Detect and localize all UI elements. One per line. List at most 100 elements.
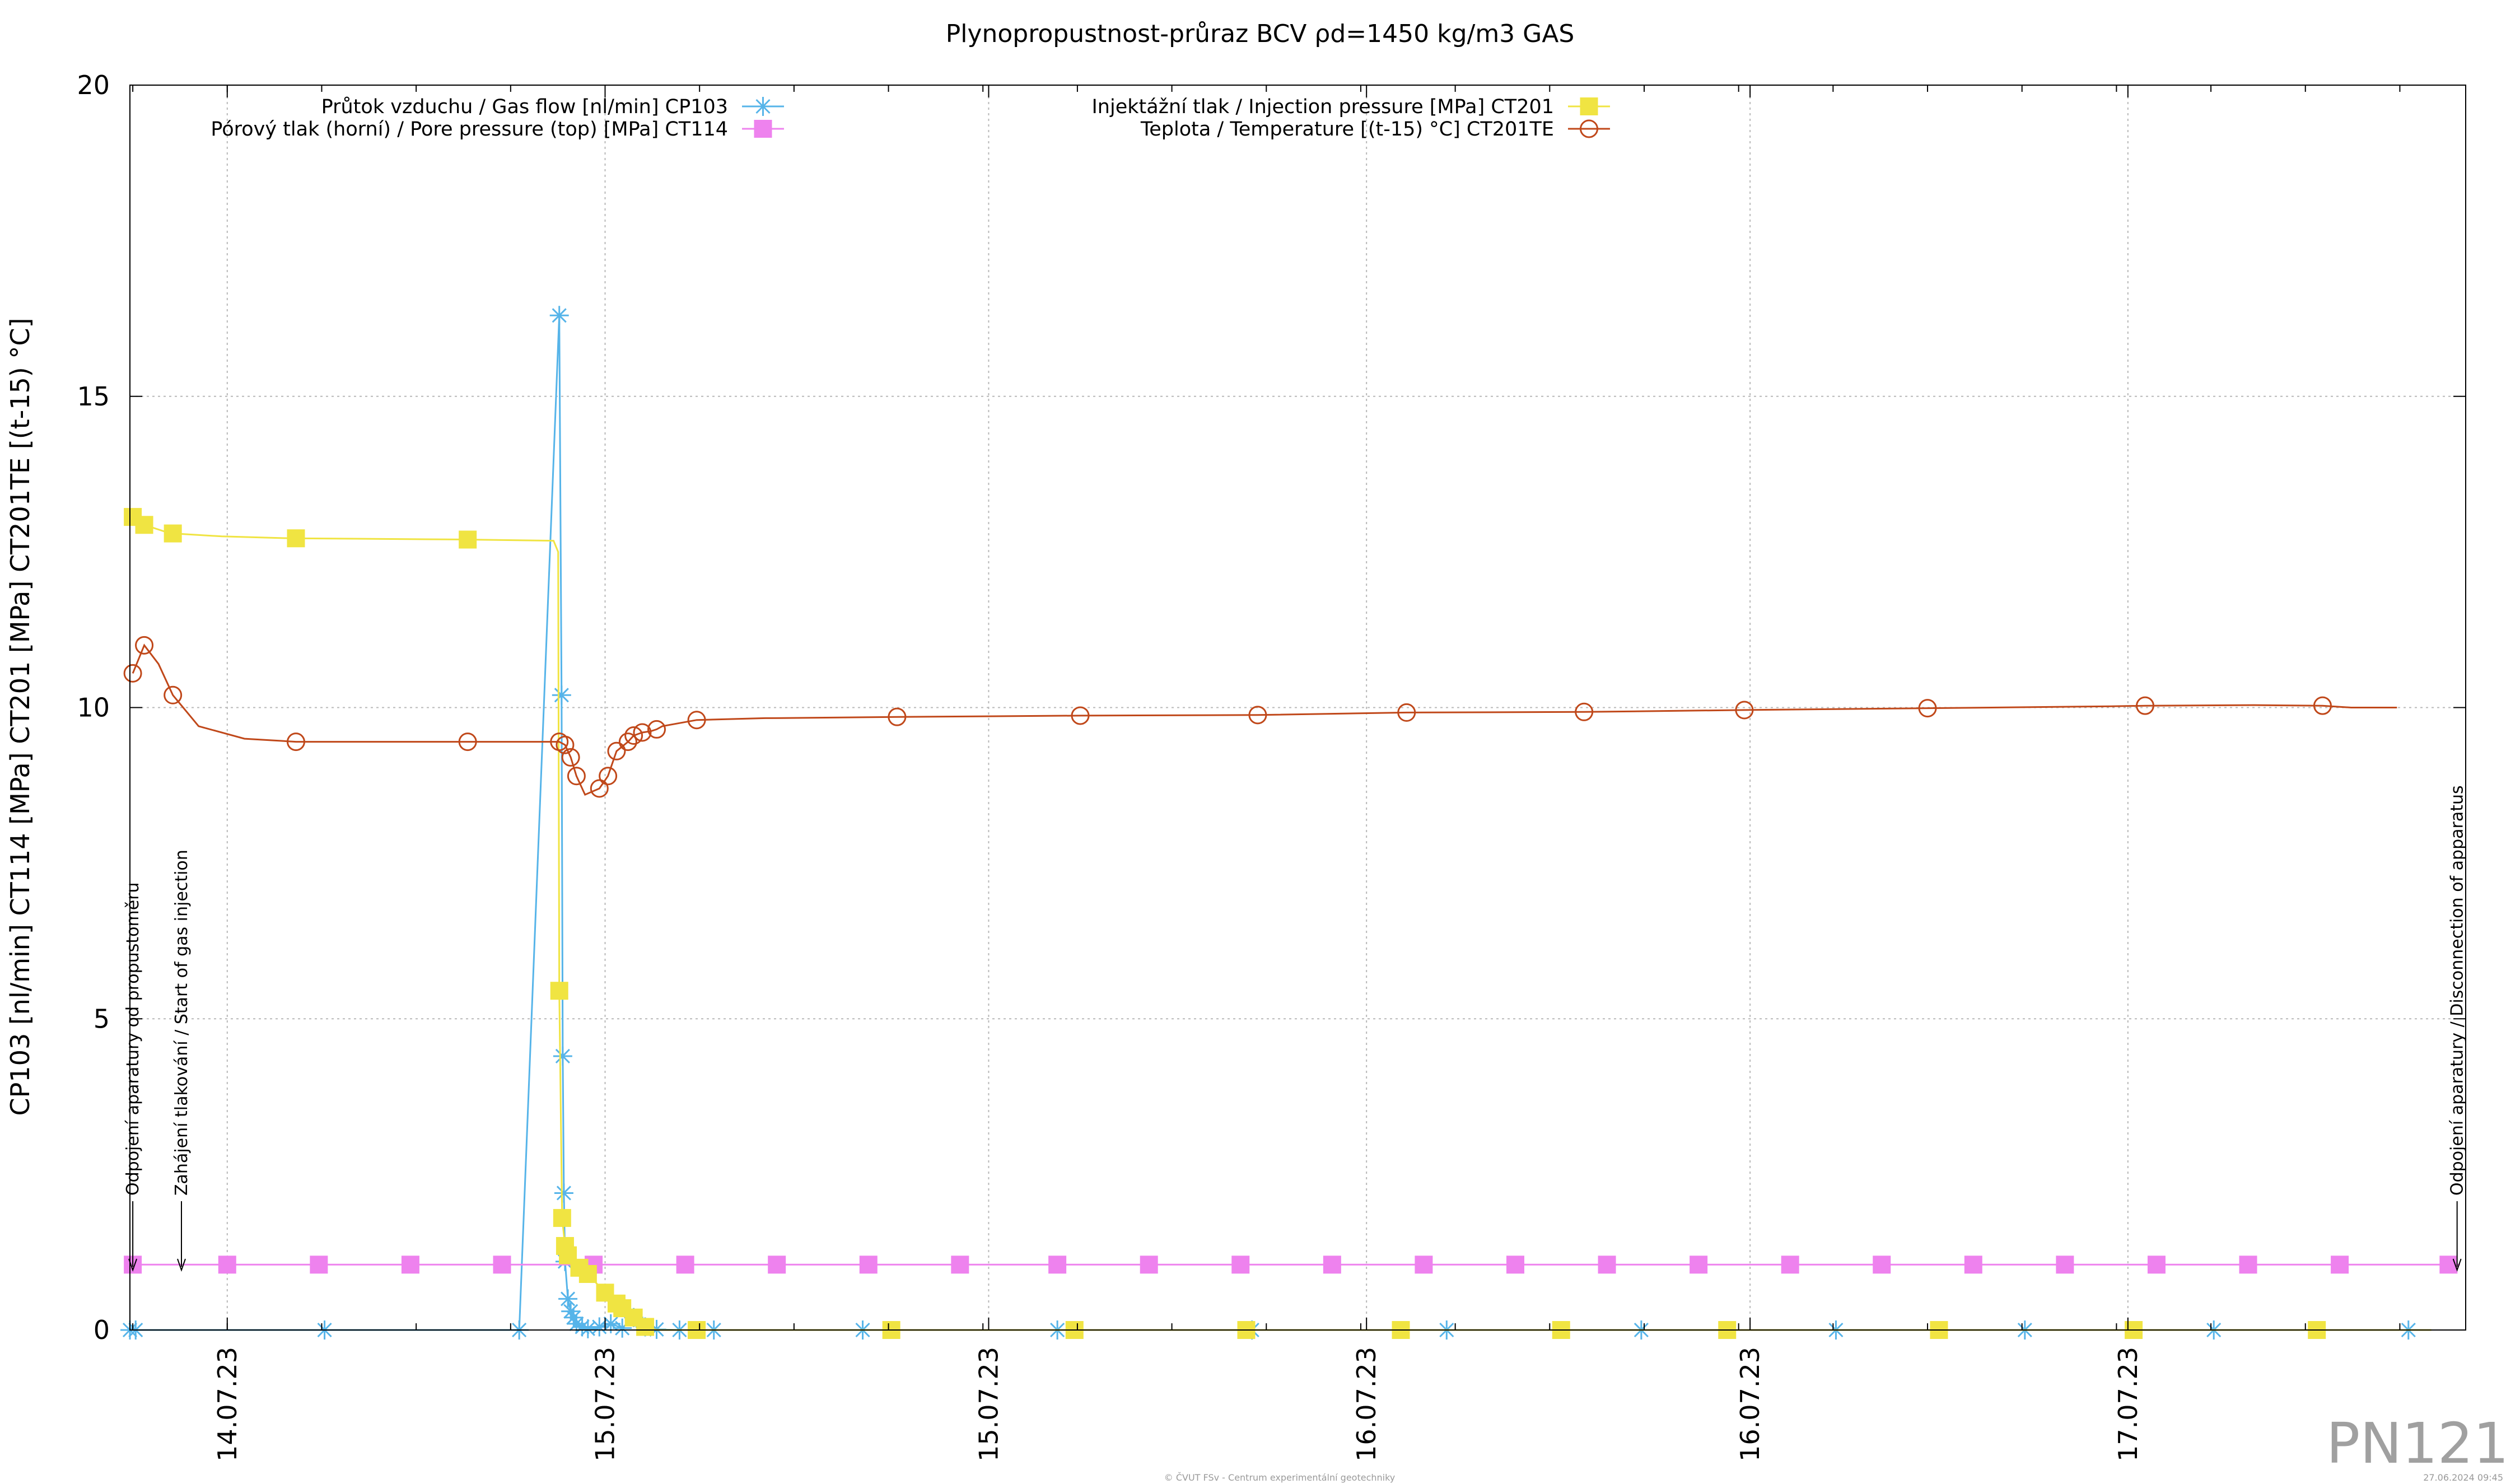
legend-label: Průtok vzduchu / Gas flow [nl/min] CP103: [321, 96, 728, 118]
series-marker: [676, 1256, 694, 1274]
series-marker: [687, 711, 706, 730]
series-marker: [1071, 706, 1090, 725]
series-group: [120, 306, 2418, 1340]
series-marker: [1580, 97, 1598, 115]
legend-entry: Průtok vzduchu / Gas flow [nl/min] CP103: [321, 96, 784, 118]
marker-stroke: [552, 308, 567, 323]
series-marker: [1140, 1256, 1158, 1274]
series-marker: [567, 767, 586, 786]
legend-label: Injektážní tlak / Injection pressure [MP…: [1091, 96, 1554, 118]
series-marker: [123, 664, 142, 683]
series-line: [129, 514, 2432, 1331]
series-marker: [768, 1256, 786, 1274]
marker-stroke: [554, 688, 569, 703]
series-marker: [458, 732, 477, 752]
marker-stroke: [755, 99, 771, 114]
series-marker: [1048, 1256, 1067, 1274]
series-marker: [135, 516, 153, 534]
series-marker: [164, 524, 182, 543]
series-marker: [1575, 702, 1594, 721]
y-tick-label: 15: [77, 381, 110, 412]
legend-entry: Teplota / Temperature [(t-15) °C] CT201T…: [1140, 118, 1610, 141]
series-marker: [287, 529, 305, 548]
y-tick-label: 0: [94, 1315, 110, 1345]
series-marker: [2239, 1256, 2257, 1274]
x-tick-label: 16.07.23: [1735, 1347, 1765, 1462]
series-marker: [951, 1256, 969, 1274]
annotation: Odpojení aparatury od propustoměru: [123, 883, 143, 1272]
x-tick-label: 15.07.23: [973, 1347, 1004, 1462]
y-axis-label: CP103 [nl/min] CT114 [MPa] CT201 [MPa] C…: [5, 318, 35, 1116]
marker-stroke: [556, 1186, 571, 1201]
chart-title: Plynopropustnost-průraz BCV ρd=1450 kg/m…: [946, 20, 1575, 48]
annotation-text: Odpojení aparatury od propustoměru: [123, 883, 143, 1196]
series-marker: [1964, 1256, 1982, 1274]
series-group: [124, 1256, 2460, 1274]
series-marker: [556, 735, 575, 754]
marker-stroke: [580, 1321, 595, 1336]
x-tick-label: 15.07.23: [590, 1347, 620, 1462]
annotation-text: Odpojení aparatury / Disconnection of ap…: [2448, 785, 2467, 1196]
marker-stroke: [569, 1316, 584, 1331]
marker-stroke: [566, 1310, 581, 1325]
series-line: [132, 643, 2397, 796]
series-marker: [753, 97, 773, 116]
series-marker: [554, 1183, 573, 1203]
series-marker: [888, 707, 907, 726]
series-marker: [2147, 1256, 2166, 1274]
series-marker: [572, 1317, 592, 1337]
series-marker: [754, 120, 772, 138]
footer-date: 27.06.2024 09:45: [2423, 1472, 2503, 1483]
marker-stroke: [575, 1319, 590, 1334]
series-marker: [859, 1256, 878, 1274]
series-marker: [1506, 1256, 1524, 1274]
series-marker: [1735, 701, 1754, 720]
x-tick-label: 14.07.23: [212, 1347, 242, 1462]
series-marker: [2056, 1256, 2074, 1274]
series-marker: [1918, 699, 1937, 718]
series-marker: [558, 1289, 578, 1309]
series-marker: [578, 1264, 597, 1283]
marker-stroke: [555, 1048, 570, 1064]
series-group: [124, 508, 2432, 1339]
marker-stroke: [603, 1316, 618, 1331]
axes: 0 5 10 15 20 14.07.23 15.07.23 15.07.23 16.07.23…: [77, 70, 2466, 1462]
series-marker: [2136, 696, 2155, 715]
legend-entry: Injektážní tlak / Injection pressure [MP…: [1091, 96, 1610, 118]
series-marker: [590, 779, 609, 798]
series-marker: [310, 1256, 328, 1274]
series-group: [123, 636, 2397, 798]
series-marker: [1323, 1256, 1341, 1274]
series-marker: [1690, 1256, 1708, 1274]
series-marker: [135, 636, 154, 655]
legend-label: Pórový tlak (horní) / Pore pressure (top…: [211, 118, 728, 141]
series-marker: [164, 685, 183, 704]
annotation: Odpojení aparatury / Disconnection of ap…: [2448, 785, 2467, 1272]
series-marker: [1231, 1256, 1250, 1274]
series-marker: [590, 1317, 609, 1337]
grid-lines: [130, 85, 2466, 1330]
series-marker: [218, 1256, 236, 1274]
series-marker: [1397, 703, 1416, 722]
series-marker: [1873, 1256, 1891, 1274]
series-marker: [459, 530, 477, 549]
series-marker: [553, 1046, 572, 1066]
watermark-id: PN121: [2326, 1411, 2509, 1476]
series-marker: [2331, 1256, 2349, 1274]
y-tick-label: 10: [77, 693, 110, 723]
series-marker: [607, 741, 626, 760]
legend-label: Teplota / Temperature [(t-15) °C] CT201T…: [1140, 118, 1554, 141]
annotation-arrowhead: [2452, 1258, 2462, 1272]
series-marker: [633, 723, 652, 742]
x-tick-label: 16.07.23: [1351, 1347, 1382, 1462]
series-marker: [1415, 1256, 1433, 1274]
series-marker: [599, 767, 618, 786]
series-marker: [493, 1256, 511, 1274]
series-marker: [1781, 1256, 1799, 1274]
series-marker: [618, 732, 637, 752]
marker-stroke: [592, 1319, 607, 1334]
series-marker: [1598, 1256, 1616, 1274]
series-marker: [2313, 696, 2332, 715]
series-marker: [624, 726, 643, 745]
annotation: Zahájení tlakování / Start of gas inject…: [172, 850, 192, 1272]
